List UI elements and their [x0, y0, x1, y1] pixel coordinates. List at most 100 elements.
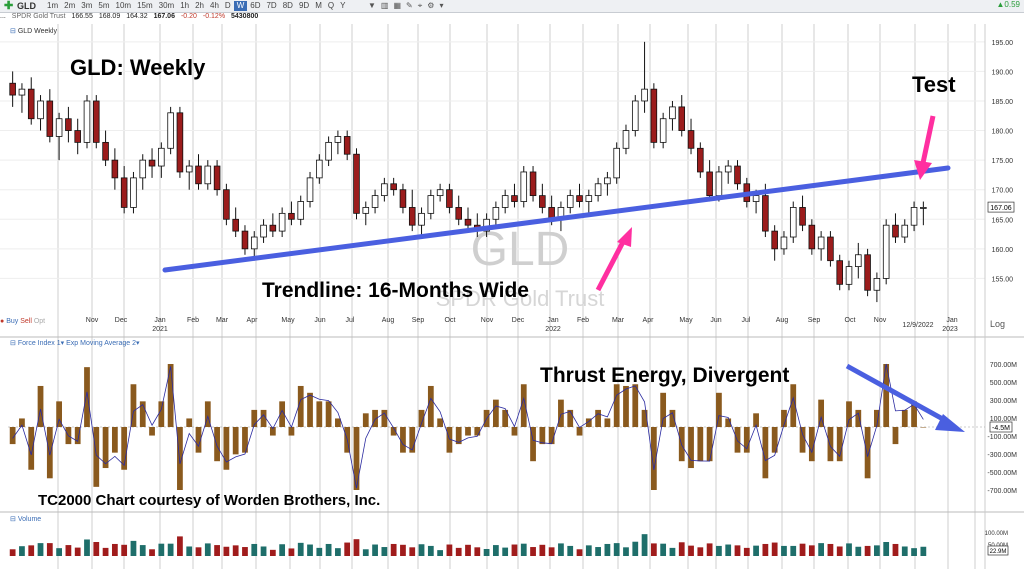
opt-button[interactable]: Opt: [33, 318, 46, 325]
candle-body: [827, 236, 834, 262]
timeframe-6d[interactable]: 6D: [250, 1, 261, 10]
ema-label[interactable]: Exp Moving Average 2: [66, 340, 137, 347]
sell-button[interactable]: Sell: [20, 318, 32, 325]
timeframe-d[interactable]: D: [224, 1, 231, 10]
log-scale-toggle[interactable]: Log: [990, 319, 1005, 329]
volume-bar: [186, 546, 193, 556]
timeframe-3m[interactable]: 3m: [81, 1, 93, 10]
dropdown-icon[interactable]: ▾: [439, 1, 444, 10]
volume-bar: [734, 545, 741, 556]
force-bar: [9, 427, 16, 445]
force-bar: [762, 427, 769, 479]
force-bar: [492, 399, 499, 427]
timeframe-15m[interactable]: 15m: [137, 1, 153, 10]
volume-bar: [492, 545, 499, 556]
candle-body: [325, 141, 332, 161]
timeframe-y[interactable]: Y: [340, 1, 346, 10]
timeframe-1m[interactable]: 1m: [47, 1, 59, 10]
candle-body: [55, 118, 63, 137]
force-bar: [232, 427, 239, 455]
price-tick-label: 155.00: [992, 276, 1014, 283]
price-tick-label: 160.00: [992, 247, 1014, 254]
volume-current-value: 22.9M: [990, 549, 1007, 555]
candle-body: [260, 224, 267, 238]
force-tick-label: 300.00M: [990, 398, 1017, 405]
time-tick-label: Nov: [481, 317, 494, 324]
volume-bar: [204, 543, 211, 556]
candle-body: [204, 165, 212, 185]
candle-body: [520, 171, 528, 202]
force-tick-label: -500.00M: [987, 470, 1017, 477]
timeframe-w[interactable]: W: [233, 1, 248, 11]
force-bar: [465, 427, 471, 436]
force-tick-label: -300.00M: [987, 452, 1017, 459]
chevron-down-icon[interactable]: ▾: [60, 340, 65, 347]
candle-body: [27, 88, 35, 120]
volume-bar: [548, 547, 555, 556]
timeframe-q[interactable]: Q: [327, 1, 335, 10]
force-bar: [195, 427, 202, 453]
layout-icon[interactable]: ▥: [380, 1, 389, 10]
candle-body: [594, 183, 602, 197]
force-bar: [511, 427, 518, 436]
settings-icon[interactable]: ⚙: [427, 1, 435, 10]
force-bar: [84, 367, 90, 427]
year-label: 2023: [942, 326, 958, 333]
timeframe-2m[interactable]: 2m: [64, 1, 76, 10]
volume-bar: [446, 544, 453, 556]
buy-button[interactable]: Buy: [6, 318, 19, 325]
force-current-value: -4.5M: [992, 425, 1010, 432]
draw-icon[interactable]: ✎: [406, 1, 413, 10]
force-bar: [632, 384, 639, 427]
panel-menu-icon[interactable]: ⊟: [10, 28, 16, 35]
time-tick-label: Jul: [742, 317, 751, 324]
title-annotation: GLD: Weekly: [70, 55, 206, 80]
chevron-down-icon[interactable]: ▾: [136, 340, 140, 347]
time-tick-label: Aug: [776, 317, 789, 324]
trade-icon[interactable]: ●: [0, 318, 5, 325]
volume-bar: [595, 547, 601, 556]
volume-bar: [130, 540, 137, 556]
dropdown-icon[interactable]: ▼: [368, 1, 376, 10]
close-value: 167.06: [153, 13, 175, 20]
candle-body: [93, 100, 100, 143]
volume-bar: [56, 548, 62, 556]
timeframe-1h[interactable]: 1h: [180, 1, 190, 10]
last-price-value: 167.06: [990, 205, 1012, 212]
volume-panel-label[interactable]: Volume: [17, 516, 42, 523]
candle-body: [771, 230, 778, 250]
timeframe-selector: 1m 2m 3m 5m 10m 15m 30m 1h 2h 4h D W 6D 7D 8D 9D M Q Y: [44, 1, 348, 11]
volume-bar: [920, 546, 927, 556]
timeframe-m[interactable]: M: [315, 1, 322, 10]
panel-menu-icon[interactable]: ⊟: [10, 340, 16, 347]
timeframe-5m[interactable]: 5m: [98, 1, 110, 10]
force-bar: [130, 384, 137, 427]
timeframe-4h[interactable]: 4h: [210, 1, 219, 10]
timeframe-10m[interactable]: 10m: [115, 1, 132, 10]
grid-icon[interactable]: ▦: [393, 1, 402, 10]
timeframe-30m[interactable]: 30m: [158, 1, 175, 10]
timeframe-2h[interactable]: 2h: [195, 1, 204, 10]
candle-body: [46, 100, 54, 137]
price-tick-label: 190.00: [992, 69, 1014, 76]
trendline: [162, 165, 951, 273]
candle-body: [353, 153, 360, 214]
candle-body: [910, 207, 918, 226]
symbol-label[interactable]: GLD: [17, 1, 36, 11]
force-bar: [864, 427, 871, 479]
volume-bar: [632, 541, 639, 556]
candle-body: [650, 88, 658, 143]
candle-body: [483, 218, 490, 232]
add-chart-icon[interactable]: ✚: [4, 0, 14, 12]
panel-menu-icon[interactable]: ⊟: [10, 516, 16, 523]
cursor-icon[interactable]: ⌖: [417, 1, 423, 10]
timeframe-9d[interactable]: 9D: [298, 1, 310, 10]
timeframe-7d[interactable]: 7D: [266, 1, 277, 10]
time-tick-label: Oct: [845, 317, 856, 324]
force-bar: [613, 384, 620, 427]
timeframe-8d[interactable]: 8D: [282, 1, 293, 10]
force-bar: [223, 427, 230, 470]
candle-body: [195, 165, 202, 185]
force-panel-label[interactable]: Force Index 1: [17, 340, 61, 347]
